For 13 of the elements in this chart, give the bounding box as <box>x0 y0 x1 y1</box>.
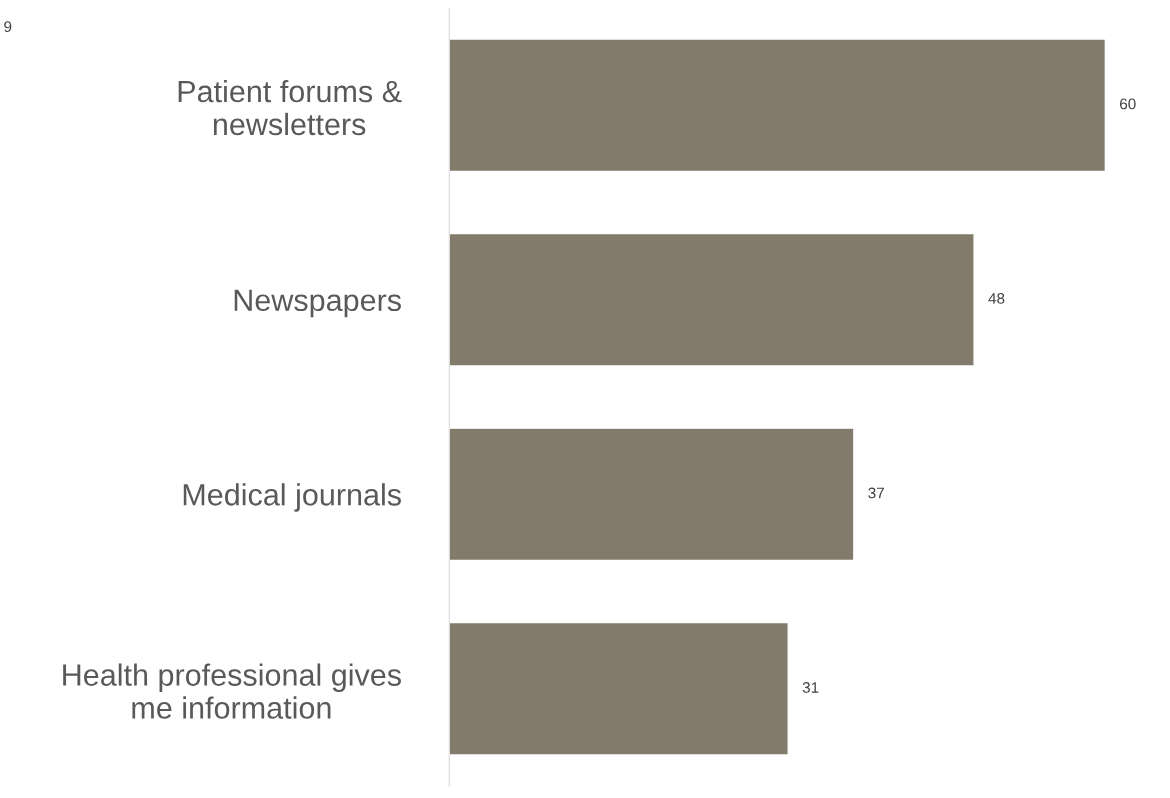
bar <box>449 427 855 562</box>
y-tick-label: Patient forums & newsletters <box>178 79 402 136</box>
bar <box>449 38 1107 173</box>
data-label: 48 <box>988 293 1005 304</box>
y-tick-label: Medical journals <box>183 483 401 512</box>
bar <box>449 621 789 756</box>
y-tick-label: Health professional gives me information <box>63 663 401 719</box>
y-tick-label: Newspapers <box>234 289 401 318</box>
data-label: 37 <box>868 487 884 499</box>
data-label: 60 <box>1120 98 1136 110</box>
data-label: 31 <box>802 682 819 693</box>
bar <box>449 232 975 367</box>
text: 9 <box>4 21 12 33</box>
